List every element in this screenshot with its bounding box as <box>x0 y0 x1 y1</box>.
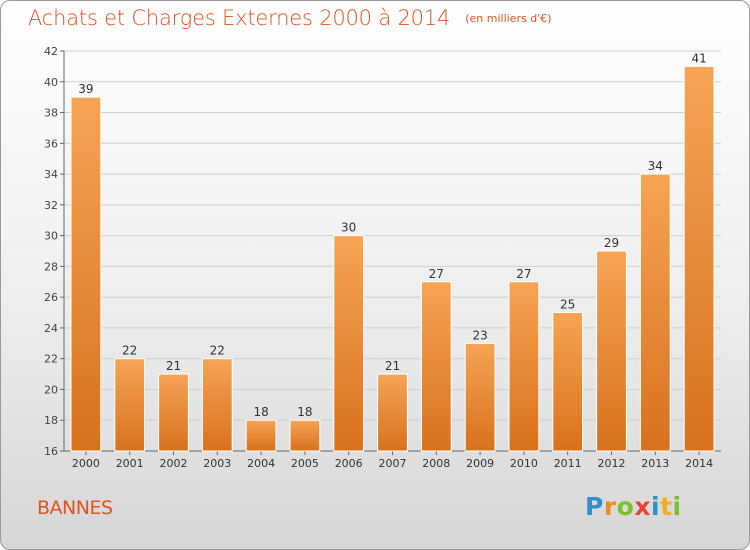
title-row: Achats et Charges Externes 2000 à 2014 (… <box>28 6 552 30</box>
bars <box>70 65 715 452</box>
x-tick-label-2012: 2012 <box>598 457 626 470</box>
bar-2008 <box>420 281 452 452</box>
data-label-2006: 30 <box>341 221 356 235</box>
data-label-2000: 39 <box>78 82 93 96</box>
x-tick-labels: 2000 2001 2002 2003 2004 2005 2006 2007 2008 2009… <box>72 457 713 470</box>
y-tick-label: 30 <box>44 230 58 243</box>
data-label-2001: 22 <box>122 344 137 358</box>
x-tick-label-2001: 2001 <box>116 457 144 470</box>
data-label-2008: 27 <box>429 267 444 281</box>
y-tick-label: 22 <box>44 353 58 366</box>
y-tick-label: 26 <box>44 291 58 304</box>
y-tick-label: 34 <box>44 168 58 181</box>
y-tick-labels: 16 18 20 22 24 26 28 30 32 34 36 38 40 42 <box>44 45 58 458</box>
bar-2007 <box>377 373 408 452</box>
place-name: BANNES <box>37 497 113 519</box>
y-tick-label: 28 <box>44 260 58 273</box>
data-label-2002: 21 <box>166 359 181 373</box>
y-tick-label: 20 <box>44 383 58 396</box>
bar-2003 <box>201 358 233 452</box>
y-tick-label: 24 <box>44 322 58 335</box>
x-tick-label-2010: 2010 <box>510 457 538 470</box>
x-tick-label-2013: 2013 <box>641 457 669 470</box>
x-tick-label-2005: 2005 <box>291 457 319 470</box>
x-tick-label-2009: 2009 <box>466 457 494 470</box>
x-tick-label-2004: 2004 <box>247 457 275 470</box>
data-label-2010: 27 <box>516 267 531 281</box>
data-label-2009: 23 <box>472 328 487 342</box>
data-labels: 39 22 21 22 18 18 30 21 27 23 27 25 29 34 41 <box>78 51 706 419</box>
bar-2005 <box>289 419 321 452</box>
bar-2001 <box>114 358 146 452</box>
chart-subtitle: (en milliers d'€) <box>465 12 552 25</box>
bar-2013 <box>639 173 671 452</box>
bar-2012 <box>596 250 627 452</box>
y-tick-label: 32 <box>44 199 58 212</box>
proxiti-logo[interactable]: Proxiti <box>585 492 682 521</box>
y-tick-label: 36 <box>44 137 58 150</box>
chart-title: Achats et Charges Externes 2000 à 2014 <box>28 6 451 30</box>
data-label-2011: 25 <box>560 298 575 312</box>
y-tick-label: 18 <box>44 414 58 427</box>
bar-2014 <box>683 65 715 452</box>
data-label-2003: 22 <box>210 344 225 358</box>
x-tick-label-2014: 2014 <box>685 457 713 470</box>
y-tick-label: 42 <box>44 45 58 58</box>
data-label-2013: 34 <box>648 159 663 173</box>
x-tick-label-2006: 2006 <box>335 457 363 470</box>
data-label-2005: 18 <box>297 405 312 419</box>
y-tick-label: 16 <box>44 445 58 458</box>
bar-2006 <box>333 235 365 452</box>
data-label-2004: 18 <box>253 405 268 419</box>
y-tick-label: 38 <box>44 107 58 120</box>
bar-2004 <box>245 419 277 452</box>
data-label-2012: 29 <box>604 236 619 250</box>
x-tick-label-2007: 2007 <box>379 457 407 470</box>
data-label-2014: 41 <box>691 51 706 65</box>
x-tick-label-2000: 2000 <box>72 457 100 470</box>
logo-text: Proxiti <box>585 492 682 521</box>
bar-2000 <box>70 96 102 452</box>
x-tick-label-2003: 2003 <box>203 457 231 470</box>
x-tick-label-2011: 2011 <box>554 457 582 470</box>
data-label-2007: 21 <box>385 359 400 373</box>
x-tick-label-2002: 2002 <box>160 457 188 470</box>
bar-2011 <box>552 312 584 452</box>
bar-2010 <box>508 281 540 452</box>
bar-2009 <box>464 342 496 452</box>
bar-2002 <box>158 373 189 452</box>
x-tick-label-2008: 2008 <box>422 457 450 470</box>
y-tick-label: 40 <box>44 76 58 89</box>
